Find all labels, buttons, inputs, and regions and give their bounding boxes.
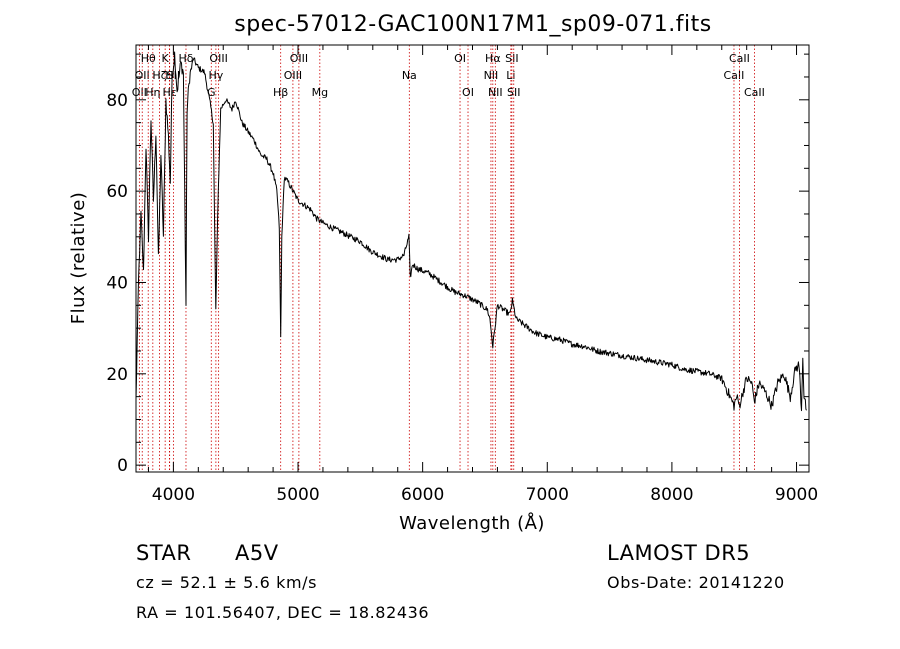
line-label-25: SII [507, 86, 520, 99]
spectrum-layer [135, 51, 807, 412]
object-class: STAR [136, 541, 192, 565]
line-label-12: OIII [209, 52, 227, 65]
spectrum-chart: spec-57012-GAC100N17M1_sp09-071.fits OII… [68, 12, 818, 534]
line-label-10: G [207, 86, 216, 99]
line-label-17: Na [402, 69, 417, 82]
line-label-28: CaII [744, 86, 765, 99]
obs-date: Obs-Date: 20141220 [607, 573, 785, 592]
line-label-20: NII [484, 69, 499, 82]
y-axis-label: Flux (relative) [68, 192, 89, 325]
y-tick-label-40: 40 [106, 273, 128, 293]
line-label-24: SII [505, 52, 518, 65]
line-label-11: Hγ [208, 69, 223, 82]
line-label-4: Hζ [152, 69, 166, 82]
plot-frame [135, 44, 810, 473]
line-label-19: OI [462, 86, 474, 99]
line-label-13: Hβ [273, 86, 288, 99]
line-label-18: OI [454, 52, 466, 65]
line-label-3: Hη [145, 86, 160, 99]
line-marker-layer: OIIOIIHθHηHζKHHεSIIHδGHγOIIIHβOIIIOIIIMg… [132, 45, 765, 472]
x-tick-label-7000: 7000 [526, 485, 569, 505]
x-tick-label-6000: 6000 [401, 485, 444, 505]
x-tick-label-4000: 4000 [152, 485, 195, 505]
line-label-2: Hθ [141, 52, 156, 65]
y-tick-label-60: 60 [106, 182, 128, 202]
object-subclass: A5V [235, 541, 279, 565]
line-label-5: K [162, 52, 170, 65]
line-label-21: Hα [485, 52, 501, 65]
tick-layer: 4000 5000 6000 7000 8000 9000 0 20 40 60 80 [106, 45, 818, 505]
line-label-15: OIII [290, 52, 308, 65]
line-label-7: Hε [163, 86, 177, 99]
line-label-22: NII [488, 86, 503, 99]
line-label-14: OIII [284, 69, 302, 82]
x-tick-label-5000: 5000 [276, 485, 319, 505]
x-tick-label-9000: 9000 [775, 485, 818, 505]
line-label-23: Li [506, 69, 515, 82]
line-label-26: CaII [724, 69, 745, 82]
x-axis-label: Wavelength (Å) [399, 512, 545, 534]
line-label-9: Hδ [178, 52, 193, 65]
coordinates: RA = 101.56407, DEC = 18.82436 [136, 603, 430, 622]
line-label-6: H [165, 69, 173, 82]
chart-title: spec-57012-GAC100N17M1_sp09-071.fits [234, 12, 712, 37]
survey-name: LAMOST DR5 [607, 541, 751, 565]
y-tick-label-20: 20 [106, 365, 128, 385]
x-tick-label-8000: 8000 [650, 485, 693, 505]
line-label-1: OII [135, 69, 150, 82]
line-label-27: CaII [729, 52, 750, 65]
redshift-text: cz = 52.1 ± 5.6 km/s [136, 573, 318, 592]
line-label-16: Mg [312, 86, 328, 99]
y-tick-label-0: 0 [117, 456, 128, 476]
y-tick-label-80: 80 [106, 91, 128, 111]
spectrum-line [135, 51, 807, 412]
